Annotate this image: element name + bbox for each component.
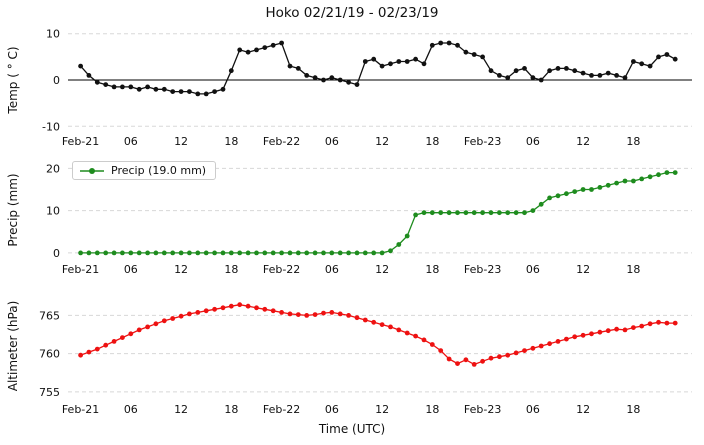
svg-text:06: 06 [124,135,138,148]
precip-ylabel: Precip (mm) [6,173,20,247]
svg-text:12: 12 [576,403,590,416]
svg-text:18: 18 [224,403,238,416]
svg-text:06: 06 [526,135,540,148]
altimeter-ylabel: Altimeter (hPa) [6,300,20,392]
svg-text:06: 06 [526,403,540,416]
svg-text:12: 12 [174,263,188,276]
svg-text:06: 06 [325,135,339,148]
svg-text:Feb-23: Feb-23 [464,263,501,276]
svg-text:12: 12 [174,135,188,148]
svg-text:06: 06 [325,263,339,276]
svg-text:12: 12 [576,263,590,276]
svg-text:0: 0 [53,74,60,87]
svg-text:18: 18 [425,135,439,148]
svg-text:18: 18 [626,263,640,276]
svg-text:12: 12 [375,403,389,416]
svg-text:Feb-21: Feb-21 [62,263,99,276]
temp-panel: Temp ( ° C) 10 0 -10 Feb-21 06 12 18 Feb-22 06 12… [0,24,704,158]
svg-text:12: 12 [174,403,188,416]
svg-text:18: 18 [224,135,238,148]
svg-text:760: 760 [39,348,60,361]
svg-text:12: 12 [375,263,389,276]
altimeter-panel: Altimeter (hPa) 765 760 755 Feb-21 06 12 18 Feb… [0,286,704,426]
svg-text:06: 06 [124,263,138,276]
precip-legend: Precip (19.0 mm) [72,161,217,180]
svg-text:18: 18 [425,403,439,416]
svg-text:Feb-21: Feb-21 [62,403,99,416]
svg-text:0: 0 [53,247,60,260]
svg-text:Feb-22: Feb-22 [263,135,300,148]
temp-ylabel: Temp ( ° C) [6,46,20,114]
svg-text:18: 18 [626,135,640,148]
svg-text:Feb-22: Feb-22 [263,403,300,416]
svg-text:18: 18 [425,263,439,276]
svg-text:755: 755 [39,386,60,399]
svg-text:20: 20 [46,162,60,175]
precip-legend-label: Precip (19.0 mm) [111,164,207,177]
svg-text:18: 18 [224,263,238,276]
svg-text:12: 12 [576,135,590,148]
svg-text:765: 765 [39,309,60,322]
svg-text:18: 18 [626,403,640,416]
svg-text:Feb-23: Feb-23 [464,135,501,148]
svg-text:10: 10 [46,205,60,218]
svg-text:12: 12 [375,135,389,148]
precip-legend-marker-icon [80,167,104,174]
svg-text:10: 10 [46,28,60,41]
svg-text:Feb-22: Feb-22 [263,263,300,276]
svg-text:Feb-21: Feb-21 [62,135,99,148]
svg-text:Feb-23: Feb-23 [464,403,501,416]
x-axis-label: Time (UTC) [318,422,386,436]
svg-text:06: 06 [124,403,138,416]
chart-title: Hoko 02/21/19 - 02/23/19 [265,5,439,21]
svg-text:06: 06 [325,403,339,416]
precip-panel: Precip (mm) 20 10 0 Feb-21 06 12 18 Feb-22 06 12 1… [0,158,704,286]
svg-text:-10: -10 [42,120,60,133]
svg-text:06: 06 [526,263,540,276]
